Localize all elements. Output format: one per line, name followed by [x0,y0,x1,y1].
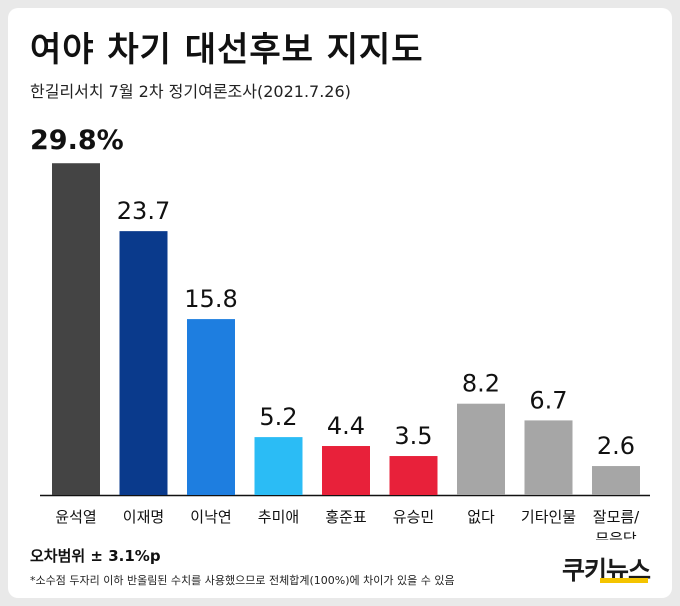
category-label: 홍준표 [325,508,367,526]
chart-title: 여야 차기 대선후보 지지도 [30,30,424,70]
data-label: 3.5 [394,422,432,450]
bar [457,403,505,495]
chart-card [8,8,672,598]
category-label: 이낙연 [190,508,231,526]
data-label: 5.2 [259,403,297,431]
category-label: 무응답 [595,530,637,540]
bar [389,456,438,495]
category-label: 윤석열 [55,508,96,526]
data-label: 2.6 [597,432,635,460]
margin-of-error: 오차범위 ± 3.1%p [30,547,161,565]
data-label: 29.8% [30,125,124,156]
bar [52,163,100,495]
data-label: 4.4 [327,412,365,440]
bar [187,319,235,495]
category-label: 기타인물 [521,508,576,526]
category-label: 이재명 [123,508,164,526]
data-label: 8.2 [462,370,500,398]
bar [322,446,370,495]
bar [119,231,168,495]
data-label: 23.7 [117,197,170,225]
category-label: 없다 [467,508,495,526]
brand-logo-underline [600,578,648,583]
data-label: 15.8 [184,285,237,313]
category-label: 추미애 [258,508,299,526]
category-label: 잘모름/ [593,508,640,526]
bar [254,437,303,495]
bar [592,466,640,495]
bar-chart: 29.8% 윤석열 23.7 이재명 15.8 이낙연 5.2 추미애 4.4 홍준표 3.5 유승민… [30,125,650,540]
footnote: *소수점 두자리 이하 반올림된 수치를 사용했으므로 전체합계(100%)에 … [30,574,455,587]
bar [524,420,573,495]
data-label: 6.7 [529,386,567,414]
chart-subtitle: 한길리서치 7월 2차 정기여론조사(2021.7.26) [30,82,351,101]
category-label: 유승민 [393,508,434,526]
